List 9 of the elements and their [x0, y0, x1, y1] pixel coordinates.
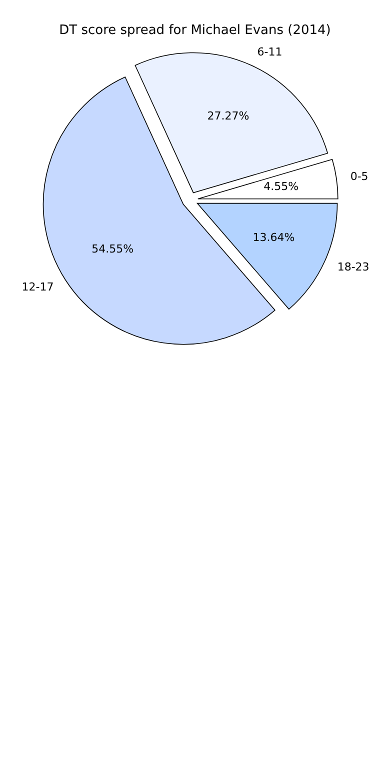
slice-label: 6-11	[257, 46, 282, 59]
data-label: 4.55%	[264, 180, 299, 193]
slice-label: 18-23	[337, 260, 370, 274]
slice-label: 12-17	[22, 280, 54, 294]
data-label: 27.27%	[207, 109, 250, 122]
data-label: 13.64%	[252, 231, 295, 244]
chart-title: DT score spread for Michael Evans (2014)	[59, 23, 331, 38]
slice-label: 0-5	[350, 170, 368, 183]
data-label: 54.55%	[92, 242, 134, 256]
